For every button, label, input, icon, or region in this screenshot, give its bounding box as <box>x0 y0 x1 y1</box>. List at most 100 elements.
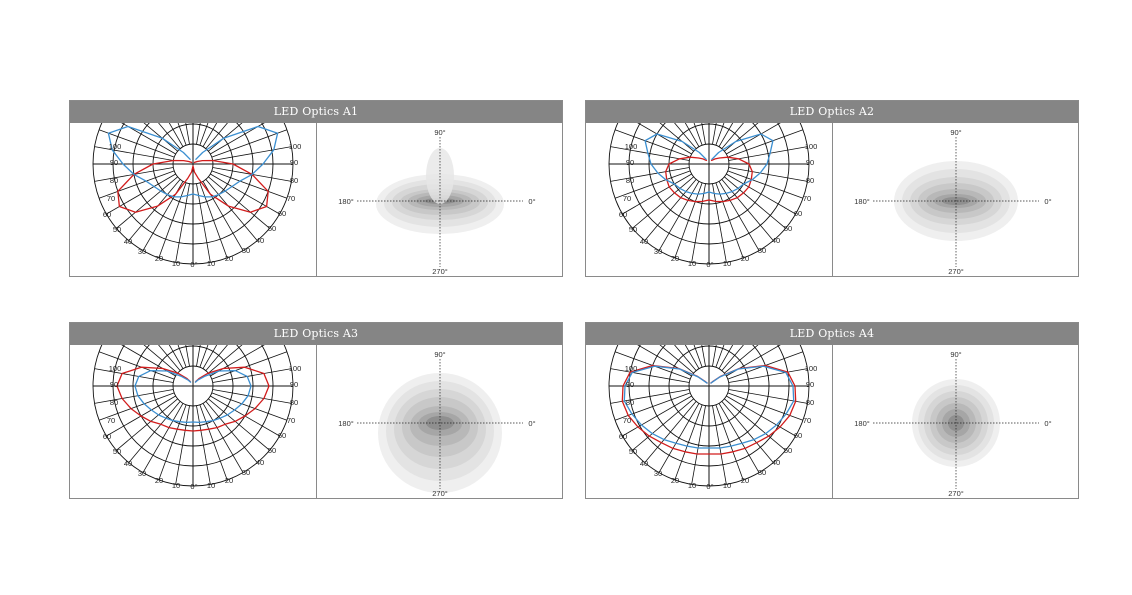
polar-spoke <box>199 123 209 146</box>
polar-tick-label: 0° <box>190 482 197 491</box>
polar-spoke <box>644 179 697 241</box>
polar-tick-label: 70 <box>287 194 295 203</box>
polar-tick-label: 90 <box>806 380 814 389</box>
polar-tick-label: 50 <box>784 224 792 233</box>
polar-spoke <box>196 345 201 367</box>
isolux-angle-label: 270° <box>432 267 448 276</box>
polar-tick-label: 100 <box>805 364 818 373</box>
polar-tick-label: 100 <box>289 142 302 151</box>
polar-spoke <box>614 170 691 199</box>
polar-spoke <box>211 392 288 421</box>
polar-spoke <box>210 345 265 377</box>
polar-tick-label: 80 <box>290 176 298 185</box>
polar-spoke <box>718 345 734 369</box>
polar-tick-label: 30 <box>242 468 250 477</box>
polar-tick-label: 70 <box>107 416 115 425</box>
polar-tick-label: 90 <box>626 380 634 389</box>
polar-spoke <box>693 123 703 146</box>
isolux-angle-label: 90° <box>950 128 961 137</box>
polar-spoke <box>622 395 692 437</box>
panel-divider <box>832 345 833 499</box>
polar-tick-label: 20 <box>155 476 163 485</box>
polar-tick-label: 50 <box>113 225 121 234</box>
light-distribution-curve <box>644 133 774 195</box>
polar-tick-label: 20 <box>225 254 233 263</box>
polar-spoke <box>712 405 727 485</box>
panel-title: LED Optics A2 <box>789 105 875 118</box>
polar-spoke <box>210 123 265 155</box>
optics-panel: LED Optics A3 100 100 90 90 80 80 70 70 60 60 50 50 4… <box>69 322 563 499</box>
polar-spoke <box>208 398 270 451</box>
polar-spoke <box>712 345 717 367</box>
polar-tick-label: 50 <box>784 446 792 455</box>
polar-spoke <box>610 146 690 161</box>
polar-tick-label: 20 <box>671 254 679 263</box>
polar-spoke <box>715 182 744 259</box>
polar-tick-label: 10 <box>723 481 731 490</box>
light-distribution-curve <box>134 369 252 424</box>
polar-spoke <box>211 170 288 199</box>
polar-spoke <box>208 345 243 374</box>
polar-spoke <box>94 368 174 383</box>
polar-spoke <box>175 183 190 263</box>
polar-spoke <box>724 176 786 229</box>
light-distribution-curve <box>665 156 753 203</box>
polar-spoke <box>674 123 697 149</box>
polar-spoke <box>718 123 734 147</box>
polar-spoke <box>718 403 760 473</box>
polar-tick-label: 70 <box>803 194 811 203</box>
polar-tick-label: 40 <box>256 236 264 245</box>
polar-tick-label: 50 <box>629 447 637 456</box>
polar-spoke <box>726 395 796 437</box>
polar-tick-label: 30 <box>654 469 662 478</box>
panel-header <box>70 323 562 345</box>
isolux-angle-label: 180° <box>338 197 354 206</box>
polar-spoke <box>212 368 292 383</box>
panel-divider <box>316 123 317 277</box>
polar-tick-label: 60 <box>794 209 802 218</box>
polar-spoke <box>728 368 808 383</box>
polar-tick-label: 30 <box>242 246 250 255</box>
polar-spoke <box>727 129 804 158</box>
polar-tick-label: 70 <box>287 416 295 425</box>
polar-spoke <box>168 123 184 147</box>
polar-spoke <box>691 405 706 485</box>
isolux-diagram: 90° 270° 180° 0° <box>338 128 535 276</box>
panel-header <box>586 101 1078 123</box>
polar-spoke <box>185 345 190 367</box>
polar-tick-label: 100 <box>625 364 638 373</box>
polar-spoke <box>196 405 211 485</box>
polar-spoke <box>143 345 178 374</box>
polar-spoke <box>212 389 292 404</box>
polar-spoke <box>168 345 184 369</box>
polar-tick-label: 70 <box>803 416 811 425</box>
polar-tick-label: 100 <box>109 142 122 151</box>
polar-tick-label: 10 <box>207 481 215 490</box>
polar-spoke <box>726 173 796 215</box>
polar-spoke <box>724 398 786 451</box>
polar-tick-label: 80 <box>806 176 814 185</box>
isolux-angle-label: 90° <box>950 350 961 359</box>
polar-spoke <box>128 179 181 241</box>
polar-spoke <box>210 173 280 215</box>
polar-spoke <box>211 351 288 380</box>
polar-spoke <box>177 345 187 368</box>
polar-tick-label: 30 <box>138 247 146 256</box>
isolux-angle-label: 0° <box>1044 197 1051 206</box>
polar-tick-label: 50 <box>268 446 276 455</box>
polar-spoke <box>728 389 808 404</box>
polar-spoke <box>728 146 808 161</box>
polar-spoke <box>610 167 690 182</box>
polar-spoke <box>143 123 178 152</box>
optics-panel: LED Optics A2 100 100 90 90 80 80 70 70 60 60 50 50 4… <box>585 100 1079 277</box>
polar-spoke <box>185 123 190 145</box>
polar-spoke <box>721 123 744 149</box>
isolux-angle-label: 0° <box>528 197 535 206</box>
polar-spoke <box>727 170 804 199</box>
polar-tick-label: 80 <box>626 176 634 185</box>
polar-tick-label: 10 <box>688 481 696 490</box>
polar-tick-label: 20 <box>155 254 163 263</box>
polar-spoke <box>715 123 725 146</box>
polar-spoke <box>674 345 697 371</box>
